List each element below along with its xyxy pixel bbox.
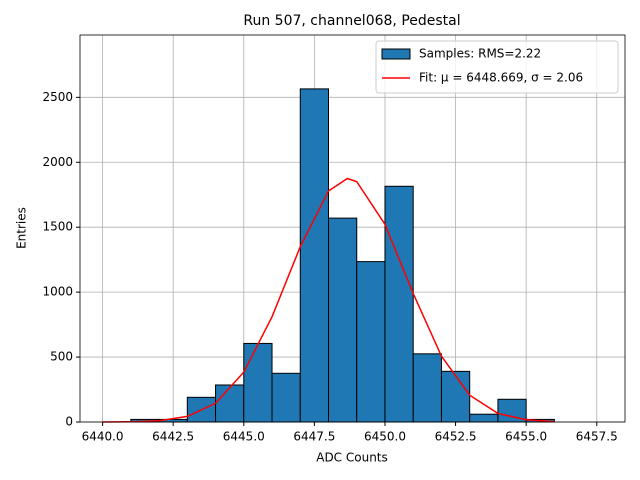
x-tick-label: 6457.5 xyxy=(576,430,618,444)
legend-label: Samples: RMS=2.22 xyxy=(419,47,541,61)
histogram-bar xyxy=(327,217,358,423)
legend-box xyxy=(375,40,619,94)
y-tick-label: 0 xyxy=(65,415,73,429)
legend-swatch xyxy=(381,48,411,60)
plot-frame xyxy=(79,34,626,423)
y-tick-label: 2000 xyxy=(42,155,73,169)
histogram-bar xyxy=(271,372,301,423)
histogram-bar xyxy=(412,353,442,423)
histogram-bar xyxy=(299,88,329,423)
histogram-bar xyxy=(215,384,245,423)
x-axis-label: ADC Counts xyxy=(316,451,388,465)
y-tick-label: 2500 xyxy=(42,90,73,104)
histogram-bar xyxy=(469,413,499,423)
y-tick-label: 500 xyxy=(50,350,73,364)
histogram-bar xyxy=(384,185,414,423)
legend-label: Fit: μ = 6448.669, σ = 2.06 xyxy=(419,71,583,85)
histogram-bar xyxy=(356,261,386,423)
x-tick-label: 6442.5 xyxy=(152,430,194,444)
x-tick-label: 6452.5 xyxy=(435,430,477,444)
histogram-bar xyxy=(243,342,273,423)
histogram-bar xyxy=(440,370,471,423)
x-tick-label: 6447.5 xyxy=(293,430,335,444)
plot xyxy=(102,88,555,423)
legend: Samples: RMS=2.22 Fit: μ = 6448.669, σ = … xyxy=(375,40,619,94)
x-tick-label: 6445.0 xyxy=(223,430,265,444)
x-tick-label: 6450.0 xyxy=(364,430,406,444)
y-axis-label: Entries xyxy=(15,207,29,249)
fit-line xyxy=(102,177,555,423)
y-tick-label: 1000 xyxy=(42,285,73,299)
y-tick-label: 1500 xyxy=(42,220,73,234)
x-tick-label: 6440.0 xyxy=(82,430,124,444)
chart-title: Run 507, channel068, Pedestal xyxy=(243,13,460,29)
x-tick-label: 6455.0 xyxy=(505,430,547,444)
